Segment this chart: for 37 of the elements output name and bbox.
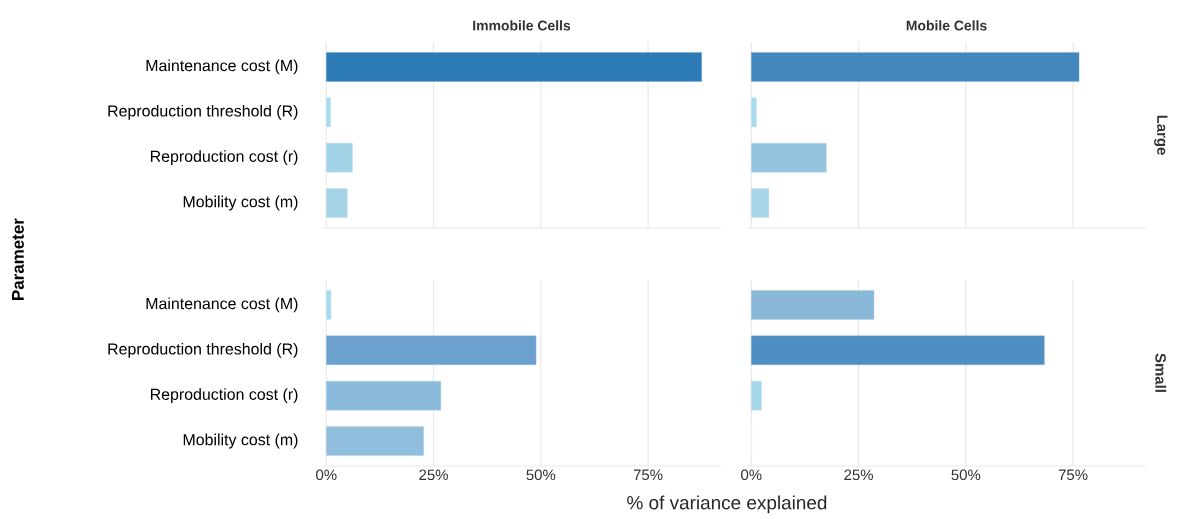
y-tick-label: Mobility cost (m) [183,195,298,211]
bar [326,52,702,82]
x-tick-label: 50% [951,469,981,481]
bar [751,290,875,320]
x-tick-label: 25% [844,469,873,481]
y-tick-label: Maintenance cost (M) [146,59,298,75]
y-axis-title: Parameter [12,218,24,300]
y-tick-label: Reproduction cost (r) [150,150,298,166]
y-tick-label: Reproduction threshold (R) [108,342,298,358]
x-tick-label: 50% [526,469,556,481]
chart-title: Immobile Cells [473,20,571,31]
y2-axis-title: Small [1155,353,1167,392]
x-tick-label: 75% [633,469,663,481]
bar [326,335,537,366]
bar [326,188,348,218]
y-tick-label: Maintenance cost (M) [146,297,298,313]
x-axis-title: % of variance explained [627,495,827,514]
bar [751,380,762,411]
bar [751,97,757,128]
x-tick-label: 0% [741,469,762,481]
bar [326,290,332,320]
y2-axis-title: Large [1154,115,1168,155]
y-tick-label: Reproduction cost (r) [150,388,298,404]
y-tick-label: Mobility cost (m) [183,433,298,449]
x-tick-label: 0% [316,469,337,481]
y-tick-label: Reproduction threshold (R) [108,104,298,120]
chart-title: Mobile Cells [906,20,987,31]
bar [326,142,353,173]
x-tick-label: 75% [1058,469,1088,481]
bar [751,335,1045,366]
x-tick-label: 25% [419,469,448,481]
bar [326,97,331,128]
bar [751,188,770,218]
bar [326,426,424,456]
bar [751,52,1080,82]
bar [326,380,442,411]
bar [751,142,827,173]
